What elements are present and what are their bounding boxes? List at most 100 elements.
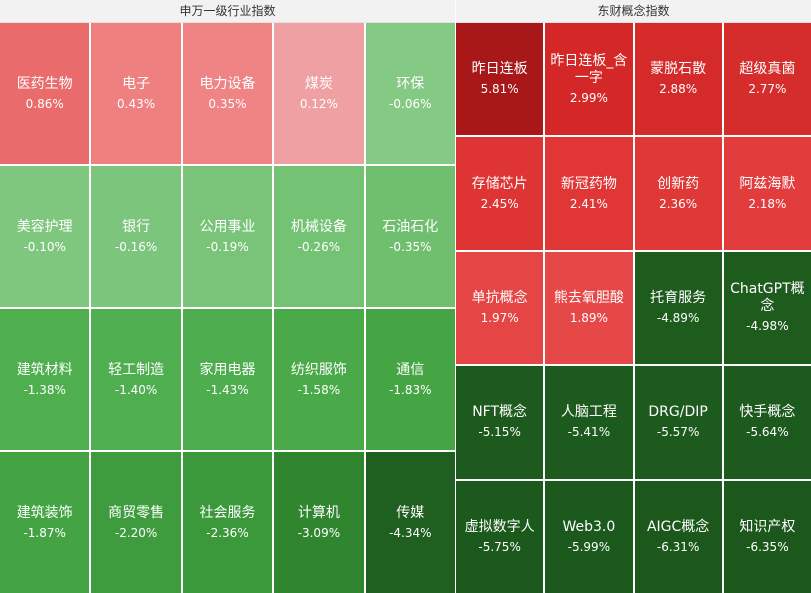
- tile-name: NFT概念: [472, 404, 528, 421]
- treemap-tile[interactable]: 新冠药物 2.41%: [545, 137, 633, 250]
- tile-change-percent: -1.38%: [23, 382, 66, 397]
- treemap-tile[interactable]: 医药生物 0.86%: [0, 23, 90, 164]
- tile-name: 建筑材料: [16, 361, 73, 378]
- em-concept-index-panel: 东财概念指数 昨日连板 5.81% 昨日连板_含一字 2.99% 蒙脱石散 2.88% 超级…: [456, 0, 811, 593]
- tile-name: 超级真菌: [739, 61, 796, 78]
- tile-change-percent: -5.75%: [478, 539, 521, 554]
- treemap-tile[interactable]: 昨日连板_含一字 2.99%: [545, 23, 633, 136]
- tile-name: 美容护理: [16, 218, 73, 235]
- treemap-tile[interactable]: 传媒 -4.34%: [365, 452, 455, 593]
- tile-change-percent: 2.36%: [659, 196, 698, 211]
- tile-change-percent: -5.57%: [656, 425, 700, 440]
- tile-name: 传媒: [396, 504, 425, 521]
- tile-change-percent: 1.97%: [480, 310, 519, 325]
- treemap-tile[interactable]: 环保 -0.06%: [365, 23, 455, 164]
- tile-change-percent: -6.31%: [656, 539, 700, 554]
- treemap-tile[interactable]: NFT概念 -5.15%: [456, 366, 544, 479]
- tile-change-percent: -5.15%: [478, 425, 521, 440]
- tile-change-percent: -0.35%: [389, 239, 432, 254]
- tile-name: 托育服务: [650, 289, 707, 306]
- tile-change-percent: -1.58%: [297, 382, 341, 397]
- tile-change-percent: 5.81%: [480, 82, 519, 97]
- treemap-tile[interactable]: 单抗概念 1.97%: [456, 251, 544, 365]
- tile-change-percent: -0.10%: [23, 239, 66, 254]
- tile-change-percent: -2.20%: [114, 525, 158, 540]
- treemap-tile[interactable]: 超级真菌 2.77%: [723, 23, 811, 136]
- treemap-tile[interactable]: 轻工制造 -1.40%: [91, 309, 181, 450]
- tile-change-percent: -3.09%: [297, 525, 341, 540]
- treemap-tile[interactable]: 社会服务 -2.36%: [182, 452, 273, 593]
- tile-name: 熊去氧胆酸: [553, 289, 624, 306]
- tile-change-percent: 0.35%: [208, 96, 247, 111]
- tile-name: 石油石化: [382, 218, 439, 235]
- treemap-tile[interactable]: 煤炭 0.12%: [274, 23, 364, 164]
- tile-change-percent: -5.41%: [567, 425, 611, 440]
- treemap-tile[interactable]: 创新药 2.36%: [634, 137, 722, 250]
- tile-name: 通信: [396, 361, 425, 378]
- tile-change-percent: -1.40%: [114, 382, 158, 397]
- treemap-tile[interactable]: ChatGPT概念 -4.98%: [723, 251, 811, 365]
- treemap-tile[interactable]: DRG/DIP -5.57%: [634, 366, 722, 479]
- tile-name: DRG/DIP: [648, 404, 708, 421]
- tile-name: 社会服务: [199, 504, 256, 521]
- treemap-tile[interactable]: 蒙脱石散 2.88%: [634, 23, 722, 136]
- treemap-tile[interactable]: 建筑材料 -1.38%: [0, 309, 90, 450]
- treemap-tile[interactable]: 托育服务 -4.89%: [634, 251, 722, 365]
- treemap-tile[interactable]: 阿兹海默 2.18%: [723, 137, 811, 250]
- tile-change-percent: -5.99%: [567, 539, 611, 554]
- tile-change-percent: 2.41%: [569, 196, 608, 211]
- tile-change-percent: 0.43%: [117, 96, 156, 111]
- treemap-tile[interactable]: 计算机 -3.09%: [274, 452, 364, 593]
- treemap-tile[interactable]: 人脑工程 -5.41%: [545, 366, 633, 479]
- treemap-tile[interactable]: 家用电器 -1.43%: [182, 309, 273, 450]
- tile-name: AIGC概念: [646, 518, 710, 535]
- tile-name: 电力设备: [199, 75, 256, 92]
- treemap-tile[interactable]: 公用事业 -0.19%: [182, 166, 273, 307]
- treemap-tile[interactable]: 虚拟数字人 -5.75%: [456, 480, 544, 593]
- tile-change-percent: 0.86%: [25, 96, 64, 111]
- panel-title-em-concept: 东财概念指数: [456, 0, 811, 23]
- tile-change-percent: -4.98%: [746, 319, 789, 334]
- treemap-tile[interactable]: 石油石化 -0.35%: [365, 166, 455, 307]
- tile-change-percent: 2.18%: [748, 196, 787, 211]
- tile-name: 创新药: [657, 175, 700, 192]
- treemap-tile[interactable]: 建筑装饰 -1.87%: [0, 452, 90, 593]
- tile-change-percent: -4.34%: [389, 525, 432, 540]
- tile-change-percent: 1.89%: [569, 310, 608, 325]
- treemap-tile[interactable]: 知识产权 -6.35%: [723, 480, 811, 593]
- treemap-tile[interactable]: Web3.0 -5.99%: [545, 480, 633, 593]
- tile-change-percent: -2.36%: [206, 525, 249, 540]
- treemap-tile[interactable]: 美容护理 -0.10%: [0, 166, 90, 307]
- treemap-tile[interactable]: 商贸零售 -2.20%: [91, 452, 181, 593]
- tile-name: 计算机: [297, 504, 340, 521]
- tile-name: 虚拟数字人: [464, 518, 535, 535]
- tile-name: 机械设备: [290, 218, 347, 235]
- treemap-tile[interactable]: 存储芯片 2.45%: [456, 137, 544, 250]
- treemap-tile[interactable]: 熊去氧胆酸 1.89%: [545, 251, 633, 365]
- tile-change-percent: -1.83%: [389, 382, 432, 397]
- tile-name: 电子: [122, 75, 151, 92]
- tile-name: 阿兹海默: [739, 175, 796, 192]
- treemap-tile[interactable]: 银行 -0.16%: [91, 166, 181, 307]
- tile-name: 家用电器: [199, 361, 256, 378]
- treemap-tile[interactable]: 电子 0.43%: [91, 23, 181, 164]
- treemap-tile[interactable]: 纺织服饰 -1.58%: [274, 309, 364, 450]
- tile-name: 煤炭: [304, 75, 333, 92]
- treemap-tile[interactable]: 机械设备 -0.26%: [274, 166, 364, 307]
- tile-name: 昨日连板: [471, 61, 528, 78]
- tile-name: 建筑装饰: [16, 504, 73, 521]
- tile-change-percent: 2.99%: [569, 90, 608, 105]
- tile-name: 快手概念: [739, 404, 796, 421]
- tile-change-percent: -0.06%: [389, 96, 432, 111]
- treemap-tile[interactable]: 快手概念 -5.64%: [723, 366, 811, 479]
- treemap-tile[interactable]: AIGC概念 -6.31%: [634, 480, 722, 593]
- treemap-tile[interactable]: 电力设备 0.35%: [182, 23, 273, 164]
- tile-name: 单抗概念: [471, 289, 528, 306]
- tile-name: 银行: [122, 218, 151, 235]
- tile-change-percent: -5.64%: [746, 425, 789, 440]
- treemap-tile[interactable]: 通信 -1.83%: [365, 309, 455, 450]
- tile-name: 纺织服饰: [290, 361, 347, 378]
- tile-change-percent: -1.87%: [23, 525, 66, 540]
- tile-name: 存储芯片: [471, 175, 528, 192]
- treemap-tile[interactable]: 昨日连板 5.81%: [456, 23, 544, 136]
